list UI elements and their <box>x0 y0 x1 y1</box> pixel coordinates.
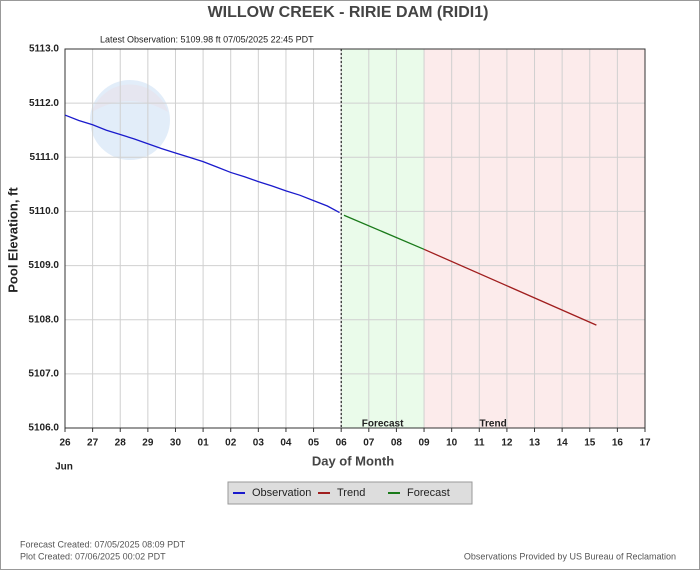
x-tick-label: 03 <box>253 438 265 449</box>
x-tick-label: 06 <box>336 438 348 449</box>
x-tick-label: 11 <box>474 438 485 449</box>
x-tick-label: 14 <box>557 438 569 449</box>
series-line <box>343 214 425 250</box>
x-tick-label: 09 <box>418 438 430 449</box>
y-tick-label: 5111.0 <box>30 152 60 163</box>
y-tick-label: 5106.0 <box>28 423 59 434</box>
x-tick-label: 07 <box>363 438 375 449</box>
logo <box>92 84 168 112</box>
x-tick-label: 04 <box>280 438 292 449</box>
plot-border <box>64 48 646 429</box>
x-tick-label: 02 <box>225 438 237 449</box>
x-tick-label: 15 <box>584 438 596 449</box>
x-tick-label: 12 <box>501 438 513 449</box>
x-tick-label: 29 <box>142 438 154 449</box>
legend-label: Trend <box>337 487 365 499</box>
x-axis-label: Day of Month <box>312 453 394 468</box>
y-tick-label: 5110.0 <box>29 206 59 217</box>
x-tick-label: 26 <box>59 438 71 449</box>
region-label: Forecast <box>362 419 404 430</box>
x-tick-label: 08 <box>391 438 403 449</box>
y-tick-label: 5112.0 <box>29 98 59 109</box>
subtitle: Latest Observation: 5109.98 ft 07/05/202… <box>100 34 314 44</box>
x-tick-label: 01 <box>198 438 210 449</box>
x-tick-label: 30 <box>170 438 182 449</box>
legend-label: Forecast <box>407 487 450 499</box>
y-axis-label: Pool Elevation, ft <box>5 187 20 293</box>
x-tick-label: 28 <box>115 438 127 449</box>
footer: Observations Provided by US Bureau of Re… <box>464 551 676 561</box>
x-tick-label: 17 <box>639 438 651 449</box>
x-tick-label: 10 <box>446 438 458 449</box>
y-tick-label: 5107.0 <box>28 368 59 379</box>
legend: Observation Trend Forecast <box>227 481 473 505</box>
x-tick-label: 13 <box>529 438 541 449</box>
x-tick-label: 27 <box>87 438 99 449</box>
series-line <box>64 114 340 214</box>
legend-box <box>227 481 473 505</box>
chart-title: WILLOW CREEK - RIRIE DAM (RIDI1) <box>208 4 489 21</box>
region <box>341 49 425 428</box>
x-sublabel: Jun <box>55 462 73 473</box>
y-tick-label: 5109.0 <box>28 260 59 271</box>
series-line <box>423 248 597 326</box>
footer: Plot Created: 07/06/2025 00:02 PDT <box>20 551 166 561</box>
x-tick-label: 05 <box>308 438 320 449</box>
y-tick-label: 5113.0 <box>29 44 59 55</box>
legend-label: Observation <box>252 487 311 499</box>
y-tick-label: 5108.0 <box>28 314 59 325</box>
region-label: Trend <box>479 419 506 430</box>
footer: Forecast Created: 07/05/2025 08:09 PDT <box>20 539 186 549</box>
x-tick-label: 16 <box>612 438 624 449</box>
